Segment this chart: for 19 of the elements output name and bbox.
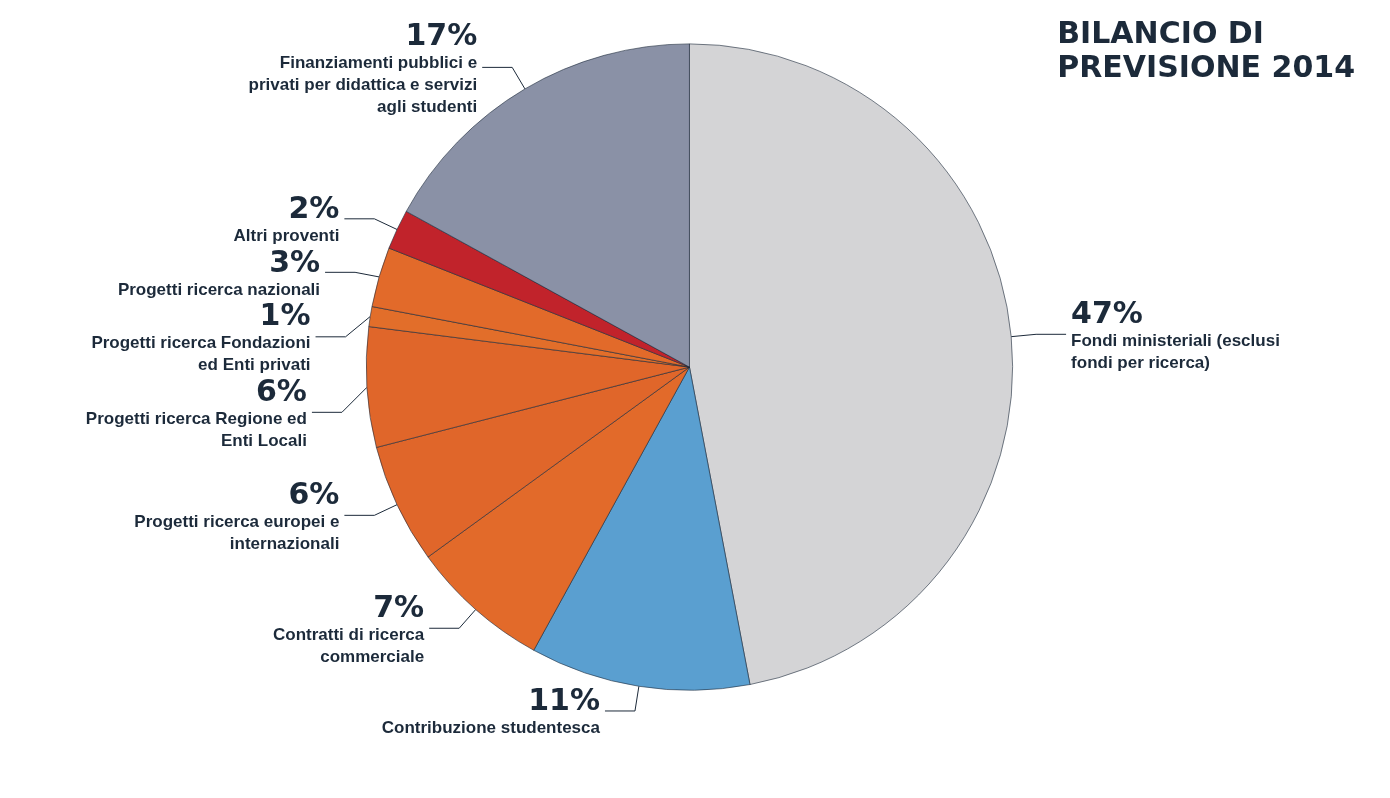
data-label: 7% [373,588,425,624]
slice-label: Progetti ricerca europei e internazionali [134,511,340,553]
data-label: 3% [269,243,321,279]
slice-label: Contribuzione studentesca [381,718,601,738]
slice-label: Finanziamenti pubblici e privati per didattica e servizi agli studenti [248,52,478,116]
slice-label: Fondi ministeriali (esclusi fondi per ricerca) [1071,330,1280,372]
slice-label: Progetti ricerca Fondazioni ed Enti privati [91,333,311,375]
slice-label: Altri proventi [233,226,340,246]
data-label: 1% [259,297,311,333]
data-label: 47% [1071,294,1143,330]
data-label: 2% [288,190,340,226]
slice-label: Progetti ricerca nazionali [117,279,321,299]
slice-label: Contratti di ricerca commerciale [273,624,425,666]
data-label: 11% [528,682,600,718]
chart-title: BILANCIO DI PREVISIONE 2014 [1057,14,1356,84]
slice-label: Progetti ricerca Regione ed Enti Locali [85,408,307,450]
data-label: 6% [288,475,340,511]
data-label: 17% [405,16,478,52]
data-label: 6% [256,372,307,408]
